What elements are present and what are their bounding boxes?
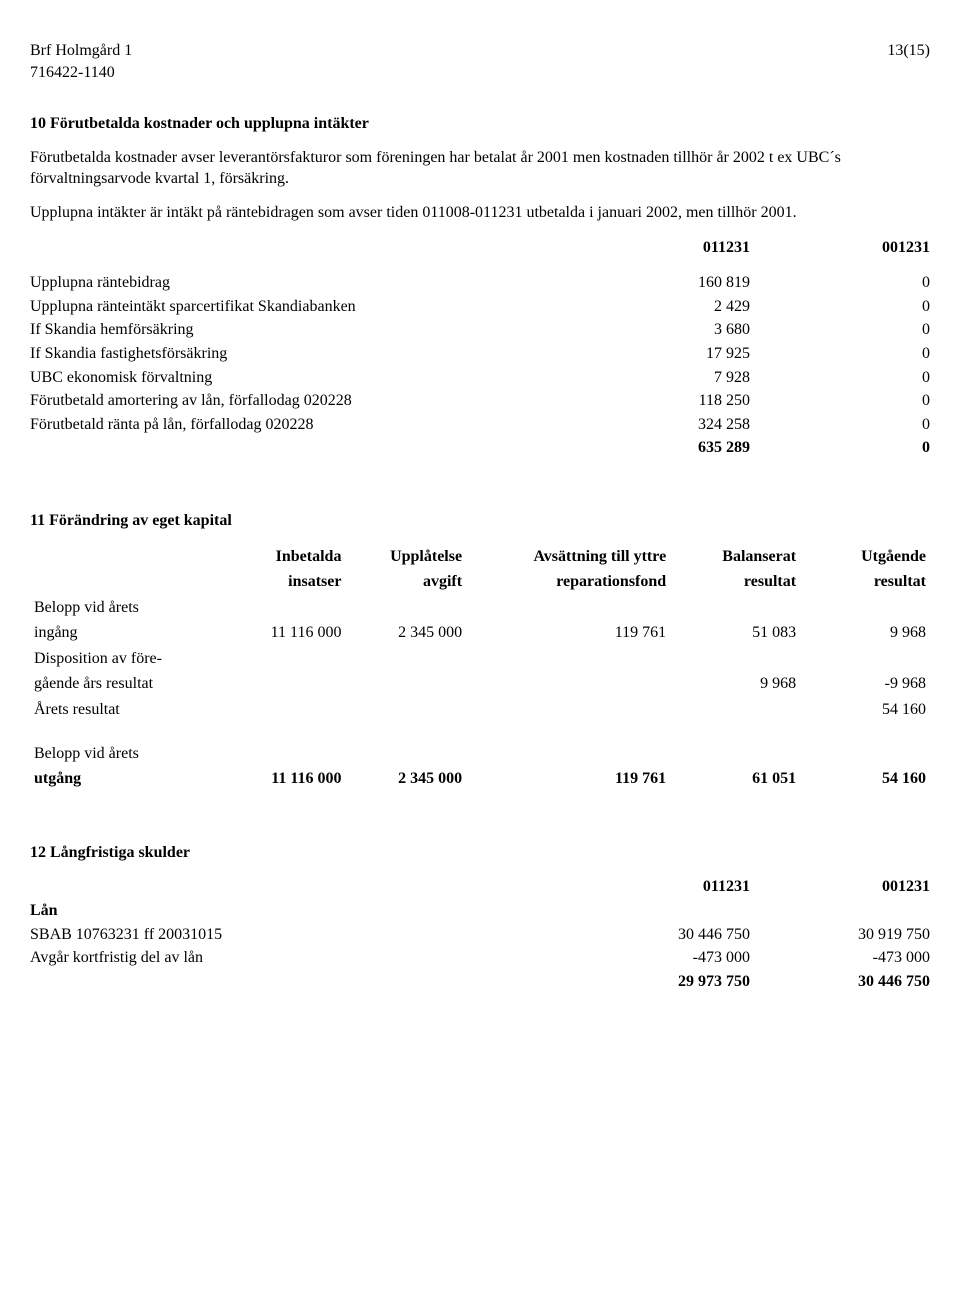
table-row: Belopp vid årets	[30, 741, 930, 767]
org-name: Brf Holmgård 1	[30, 40, 132, 62]
row-value: 0	[750, 366, 930, 390]
table-row: Förutbetald amortering av lån, förfallod…	[30, 389, 930, 413]
note12-subhead: Lån	[30, 899, 570, 923]
row-value: 30 919 750	[750, 923, 930, 947]
note10-total-row: 635 289 0	[30, 436, 930, 460]
table-row: If Skandia fastighetsförsäkring 17 925 0	[30, 342, 930, 366]
note10-para1: Förutbetalda kostnader avser leverantörs…	[30, 147, 930, 190]
note12-table: 011231 001231 Lån SBAB 10763231 ff 20031…	[30, 875, 930, 993]
row-value: 118 250	[570, 389, 750, 413]
total-value: 29 973 750	[570, 970, 750, 994]
row-value: -473 000	[570, 946, 750, 970]
note12-total-row: 29 973 750 30 446 750	[30, 970, 930, 994]
table-row: Belopp vid årets	[30, 595, 930, 621]
table-row: ingång 11 116 000 2 345 000 119 761 51 0…	[30, 620, 930, 646]
row-label: If Skandia fastighetsförsäkring	[30, 342, 570, 366]
colhead: avgift	[345, 569, 466, 595]
row-label: Förutbetald amortering av lån, förfallod…	[30, 389, 570, 413]
table-row: SBAB 10763231 ff 20031015 30 446 750 30 …	[30, 923, 930, 947]
total-value: 30 446 750	[750, 970, 930, 994]
note10-para2: Upplupna intäkter är intäkt på räntebidr…	[30, 202, 930, 224]
total-value: 635 289	[570, 436, 750, 460]
row-value: 54 160	[800, 697, 930, 723]
row-label: Upplupna ränteintäkt sparcertifikat Skan…	[30, 295, 570, 319]
colhead: Balanserat	[670, 544, 800, 570]
table-row: gående års resultat 9 968 -9 968	[30, 671, 930, 697]
note11-table: Inbetalda Upplåtelse Avsättning till ytt…	[30, 544, 930, 792]
row-value: 119 761	[466, 766, 670, 792]
row-label: If Skandia hemförsäkring	[30, 318, 570, 342]
note11-title: 11 Förändring av eget kapital	[30, 510, 930, 532]
note10-table: 011231 001231 Upplupna räntebidrag 160 8…	[30, 236, 930, 460]
row-value: -9 968	[800, 671, 930, 697]
row-label: utgång	[30, 766, 216, 792]
row-value: 2 345 000	[345, 766, 466, 792]
row-value: 7 928	[570, 366, 750, 390]
row-value: 17 925	[570, 342, 750, 366]
row-value: 3 680	[570, 318, 750, 342]
row-label: SBAB 10763231 ff 20031015	[30, 923, 570, 947]
row-value: 54 160	[800, 766, 930, 792]
row-value: 160 819	[570, 271, 750, 295]
row-label: UBC ekonomisk förvaltning	[30, 366, 570, 390]
note10-title: 10 Förutbetalda kostnader och upplupna i…	[30, 113, 930, 135]
colhead: Upplåtelse	[345, 544, 466, 570]
org-number: 716422-1140	[30, 62, 132, 84]
colhead: insatser	[216, 569, 346, 595]
table-row: Förutbetald ränta på lån, förfallodag 02…	[30, 413, 930, 437]
colhead: Inbetalda	[216, 544, 346, 570]
row-value: 0	[750, 295, 930, 319]
row-value: 0	[750, 271, 930, 295]
row-value: 324 258	[570, 413, 750, 437]
row-value: 51 083	[670, 620, 800, 646]
table-row: Disposition av före-	[30, 646, 930, 672]
row-value: 11 116 000	[216, 766, 346, 792]
colhead: resultat	[800, 569, 930, 595]
row-label: Belopp vid årets	[30, 741, 930, 767]
table-row: UBC ekonomisk förvaltning 7 928 0	[30, 366, 930, 390]
row-label: Avgår kortfristig del av lån	[30, 946, 570, 970]
page-number: 13(15)	[887, 40, 930, 83]
page-header: Brf Holmgård 1 716422-1140 13(15)	[30, 40, 930, 83]
table-row: If Skandia hemförsäkring 3 680 0	[30, 318, 930, 342]
row-value: 2 429	[570, 295, 750, 319]
row-label: Förutbetald ränta på lån, förfallodag 02…	[30, 413, 570, 437]
row-label: Upplupna räntebidrag	[30, 271, 570, 295]
row-value: -473 000	[750, 946, 930, 970]
colhead: Avsättning till yttre	[466, 544, 670, 570]
total-value: 0	[750, 436, 930, 460]
row-value: 0	[750, 389, 930, 413]
row-value: 0	[750, 342, 930, 366]
row-label: gående års resultat	[30, 671, 216, 697]
row-value: 30 446 750	[570, 923, 750, 947]
note10-colhead-2: 001231	[750, 236, 930, 260]
row-label: Årets resultat	[30, 697, 216, 723]
row-value: 9 968	[670, 671, 800, 697]
note12-colhead-2: 001231	[750, 875, 930, 899]
row-value: 9 968	[800, 620, 930, 646]
row-value: 0	[750, 413, 930, 437]
table-row: Upplupna räntebidrag 160 819 0	[30, 271, 930, 295]
colhead: Utgående	[800, 544, 930, 570]
table-row: Avgår kortfristig del av lån -473 000 -4…	[30, 946, 930, 970]
colhead: resultat	[670, 569, 800, 595]
row-value: 61 051	[670, 766, 800, 792]
row-label: Disposition av före-	[30, 646, 930, 672]
note12-colhead-1: 011231	[570, 875, 750, 899]
row-value: 119 761	[466, 620, 670, 646]
table-row: Årets resultat 54 160	[30, 697, 930, 723]
note11-total-row: utgång 11 116 000 2 345 000 119 761 61 0…	[30, 766, 930, 792]
row-label: ingång	[30, 620, 216, 646]
row-value: 2 345 000	[345, 620, 466, 646]
row-label: Belopp vid årets	[30, 595, 930, 621]
note10-colhead-1: 011231	[570, 236, 750, 260]
note12-title: 12 Långfristiga skulder	[30, 842, 930, 864]
row-value: 11 116 000	[216, 620, 346, 646]
row-value: 0	[750, 318, 930, 342]
colhead: reparationsfond	[466, 569, 670, 595]
table-row: Upplupna ränteintäkt sparcertifikat Skan…	[30, 295, 930, 319]
